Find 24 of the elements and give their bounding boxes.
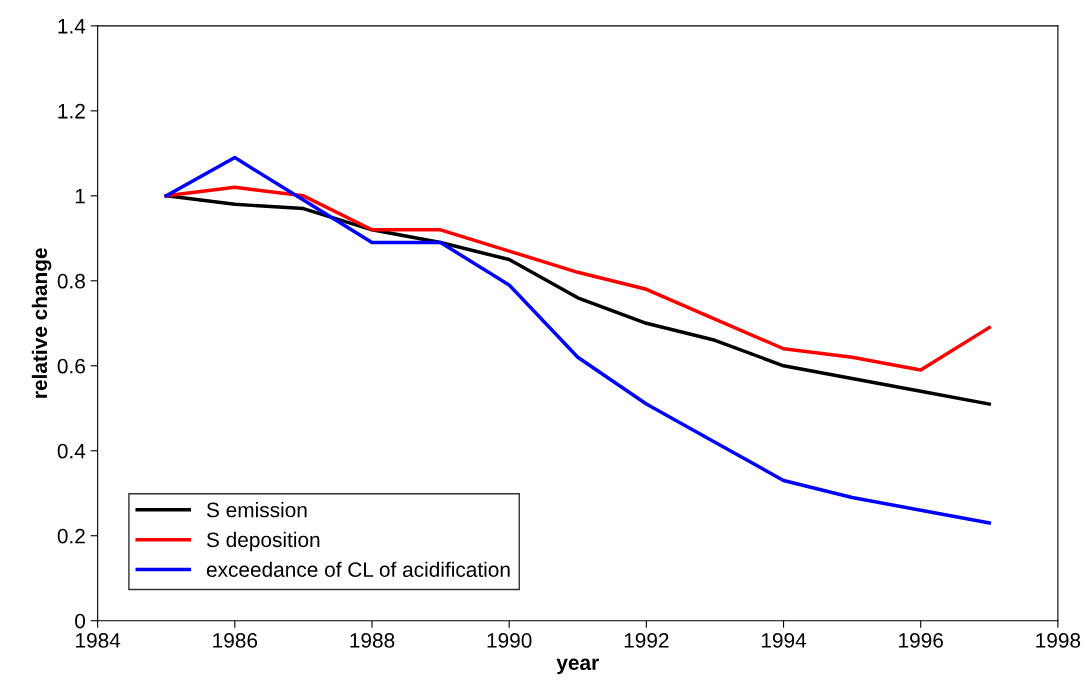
y-tick-label: 0.4 [57,443,86,459]
line-series [164,155,992,525]
x-tick-label: 1996 [899,633,943,648]
x-tick-label: 1984 [76,633,121,648]
x-tick-label: 1990 [487,633,532,648]
y-tick-label: 0 [75,613,86,629]
y-tick-label: 1.4 [58,19,86,34]
x-tick-label: 1994 [761,633,807,648]
y-tick-label: 0.6 [57,358,85,374]
x-axis-title: year [556,658,599,675]
x-tick-label: 1998 [1036,633,1081,648]
x-tick-label: 1988 [350,633,395,648]
y-tick-label: 0.2 [57,528,85,544]
x-tick-label: 1992 [624,633,669,648]
line-series [164,185,992,372]
legend-label: S deposition [206,531,320,552]
y-tick-label: 1 [75,189,85,204]
legend-label: S emission [206,502,307,518]
y-axis-title: relative change [31,248,52,398]
y-tick-label: 0.8 [57,273,85,289]
y-tick-label: 1.2 [58,103,85,119]
legend-label: exceedance of CL of acidification [206,561,510,578]
x-tick-label: 1986 [213,633,258,648]
line-series [164,194,992,406]
